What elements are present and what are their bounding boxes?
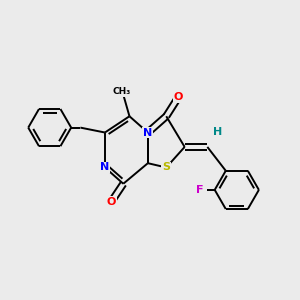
Text: H: H: [213, 127, 222, 136]
Text: S: S: [162, 163, 170, 172]
Text: N: N: [100, 163, 110, 172]
Text: CH₃: CH₃: [113, 87, 131, 96]
Text: F: F: [196, 185, 203, 195]
Text: O: O: [174, 92, 183, 102]
Text: N: N: [143, 128, 152, 137]
Text: O: O: [106, 197, 116, 207]
